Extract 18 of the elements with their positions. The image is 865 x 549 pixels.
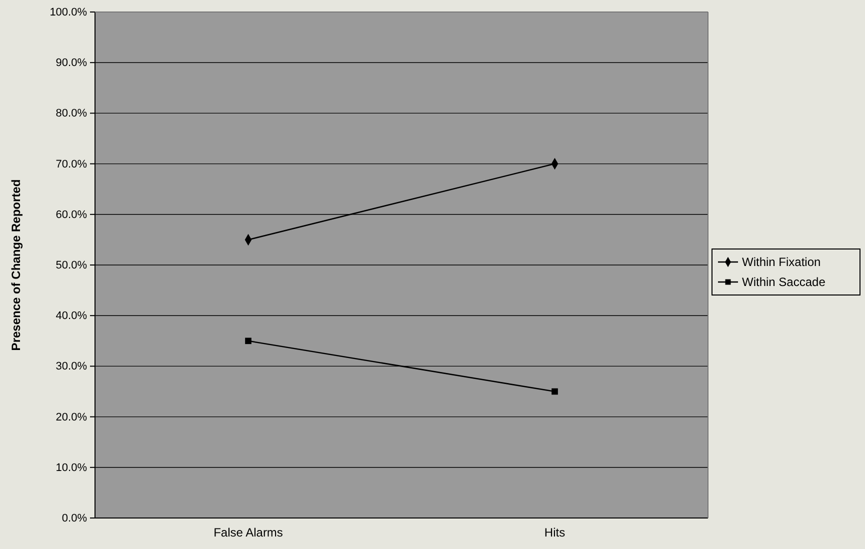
- y-tick-label: 50.0%: [56, 260, 88, 272]
- x-tick-label: Hits: [544, 526, 566, 540]
- y-tick-label: 10.0%: [56, 462, 88, 474]
- y-tick-label: 100.0%: [50, 6, 88, 19]
- legend-label: Within Saccade: [742, 275, 826, 289]
- y-tick-label: 20.0%: [56, 411, 88, 424]
- y-axis-title: Presence of Change Reported: [9, 179, 23, 351]
- y-tick-label: 0.0%: [62, 512, 88, 525]
- y-tick-label: 90.0%: [56, 57, 88, 70]
- legend-label: Within Fixation: [742, 255, 821, 269]
- y-tick-label: 80.0%: [56, 108, 88, 120]
- y-tick-label: 70.0%: [56, 158, 88, 170]
- y-tick-label: 30.0%: [56, 360, 88, 373]
- y-tick-label: 40.0%: [56, 310, 88, 322]
- y-tick-label: 60.0%: [56, 208, 88, 221]
- x-tick-label: False Alarms: [214, 526, 283, 540]
- point: [552, 388, 558, 395]
- point: [245, 338, 252, 344]
